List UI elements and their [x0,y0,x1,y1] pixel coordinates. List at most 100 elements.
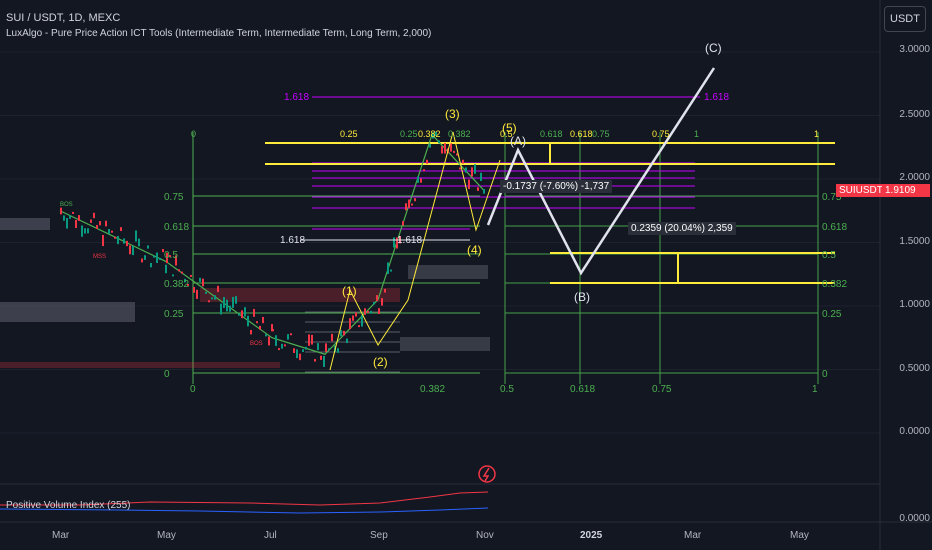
candle [129,245,131,255]
fib-level-right: 0.618 [822,222,847,233]
fib-level-right: 0.75 [822,192,842,203]
wave-label: (2) [373,355,388,369]
candle [284,344,286,347]
candle [226,299,228,312]
candle [105,220,107,227]
price-tick: 0.5000 [899,363,930,374]
fib-level-left: 0.25 [164,309,184,320]
fib-level-left: 0.382 [164,279,189,290]
candle [144,255,146,260]
wave-label: (4) [467,243,482,257]
price-tick: 2.5000 [899,109,930,120]
candle [352,315,354,321]
candle [346,338,348,344]
candle [220,303,222,315]
candle [135,230,137,242]
candle [396,237,398,249]
fib-level-left: 0 [164,369,170,380]
fib-level-top: 1 [694,129,699,139]
candle [208,300,210,303]
candle [450,143,452,152]
candle [199,277,201,282]
fib-level-top: 0.75 [652,129,670,139]
candle [305,346,307,350]
candle [272,329,274,332]
candle [238,313,240,316]
candle [114,236,116,239]
fib-level-top: 0.5 [500,129,513,139]
candle [247,315,249,327]
candle [156,252,158,263]
date-tick: Sep [370,530,388,541]
indicator-title: LuxAlgo - Pure Price Action ICT Tools (I… [6,28,432,39]
candle [340,330,342,337]
candle [331,333,333,342]
candle [373,301,375,305]
candle [376,295,378,301]
candle [287,334,289,340]
wave-label: (1) [342,284,357,298]
candle [468,179,470,190]
fib-right-box [504,132,819,384]
candle [444,143,446,154]
candle [435,131,437,136]
candle [181,271,183,274]
fib-level-right: 0.382 [822,279,847,290]
wave-label: (3) [445,107,460,121]
date-tick: Mar [684,530,702,541]
candle [393,237,395,248]
wave-label: (B) [574,290,590,304]
candle [159,257,161,260]
candle [84,228,86,234]
candle [244,307,246,317]
alert-icon[interactable] [478,465,496,483]
fib-level-right: 0.5 [822,250,836,261]
fib-yellow [265,142,835,284]
candle [250,329,252,335]
fib-ext-label: 1.618 [704,92,729,103]
fib-level-top: 0.618 [570,129,593,139]
mss-label: MSS [93,254,106,260]
candle [387,262,389,274]
candle [414,198,416,202]
bos-label: BOS [250,341,263,347]
candle [93,212,95,219]
candle [364,308,366,315]
candle [405,203,407,211]
candle [166,252,168,264]
symbol-title: SUI / USDT, 1D, MEXC [6,12,121,24]
candle [480,172,482,181]
fib-ext-label: 1.618 [284,92,309,103]
candle [262,316,264,324]
pvi-line-red [0,491,489,506]
candle [187,283,189,286]
candle [349,318,351,330]
candle [205,291,207,294]
candle [314,359,316,362]
currency-button[interactable]: USDT [884,6,926,32]
candle [290,333,292,336]
date-tick: Jul [264,530,277,541]
candle [202,278,204,287]
wave-label: (C) [705,41,722,55]
candle [441,146,443,154]
candle [87,228,89,234]
candle [459,167,461,170]
candle [328,348,330,351]
candle [411,203,413,206]
candle [423,169,425,172]
candle [311,334,313,345]
candle [172,274,174,277]
fib-level-top: 0 [191,129,196,139]
candle [378,308,380,314]
pvi-line-blue [0,507,489,514]
candle [223,297,225,308]
candle [72,211,74,214]
candle [432,132,434,139]
candle [453,150,455,153]
candle [96,224,98,229]
candle [193,287,195,293]
candle [241,310,243,319]
candle [256,321,258,324]
